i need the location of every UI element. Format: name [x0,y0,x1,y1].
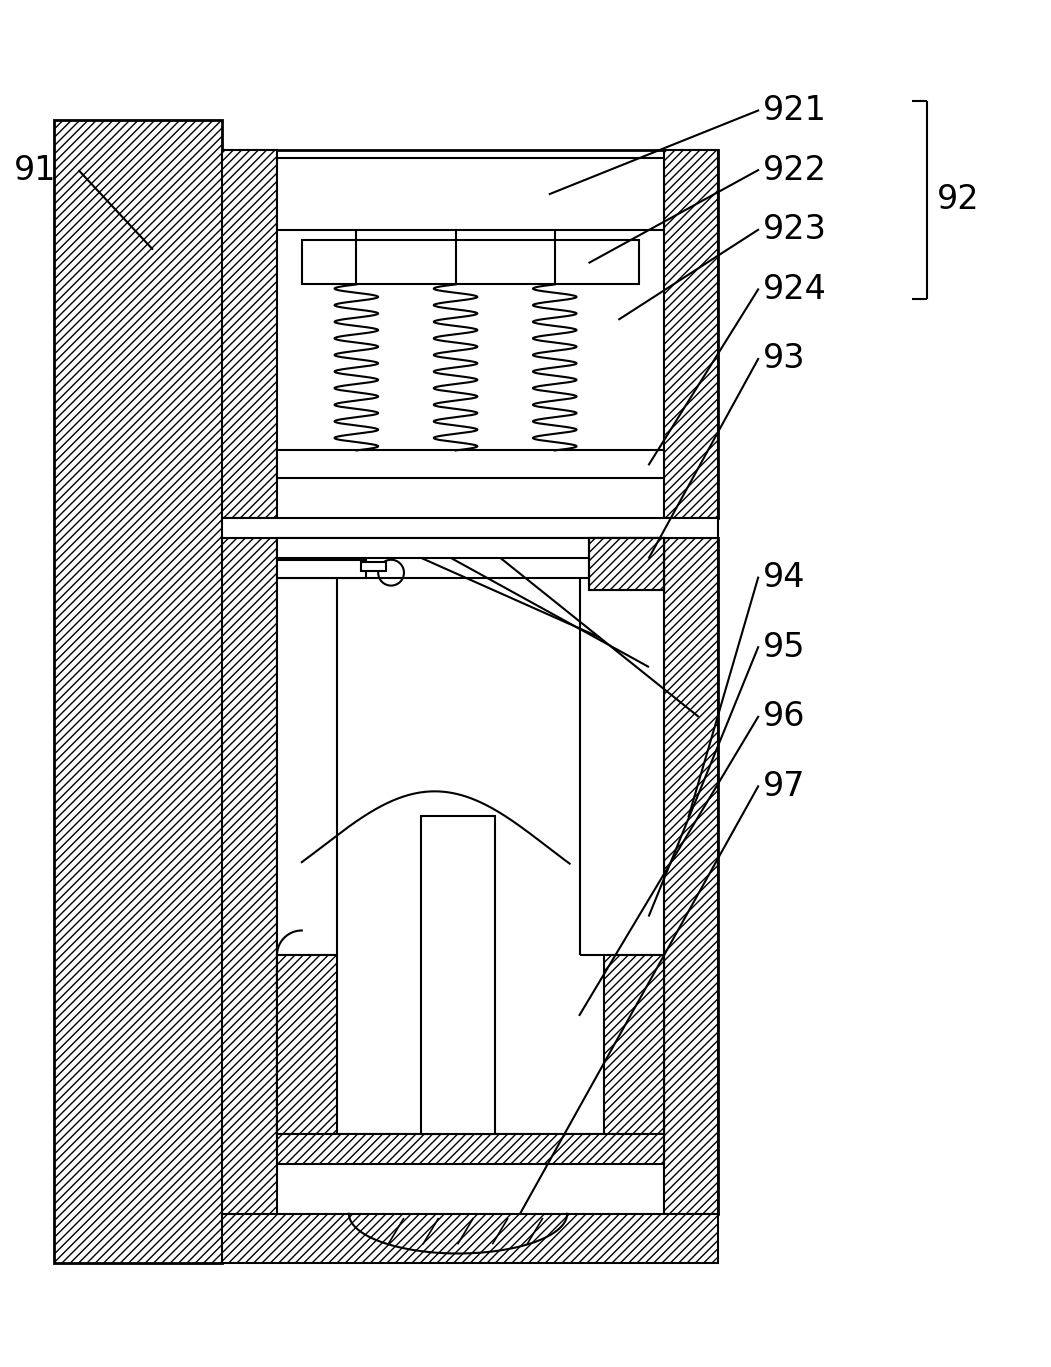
Text: 923: 923 [763,213,827,246]
Text: 92: 92 [936,183,980,216]
Text: 922: 922 [763,153,827,187]
Text: 96: 96 [763,700,806,733]
Bar [277,578,664,1135]
Text: 921: 921 [763,94,827,127]
Text: 93: 93 [763,343,806,376]
Bar [277,956,336,1135]
Text: 97: 97 [763,770,806,802]
Text: 924: 924 [763,273,827,306]
Bar [223,537,719,1214]
Bar [223,150,719,518]
Bar [223,518,719,537]
Bar [223,150,277,518]
Bar [604,956,664,1135]
Text: 94: 94 [763,560,806,595]
Bar [590,537,664,589]
Bar [277,451,664,478]
Bar [223,1214,719,1263]
Text: 91: 91 [14,153,57,187]
Bar [302,239,639,284]
Bar [223,537,277,1214]
Bar [664,150,719,518]
Bar [277,537,664,558]
Bar [277,559,366,578]
Bar [362,562,386,570]
Bar [590,537,664,589]
Bar [54,120,223,1263]
Text: 95: 95 [763,630,806,664]
Bar [277,159,664,230]
Bar [664,537,719,1214]
Bar [420,816,495,1135]
Bar [277,1135,664,1165]
